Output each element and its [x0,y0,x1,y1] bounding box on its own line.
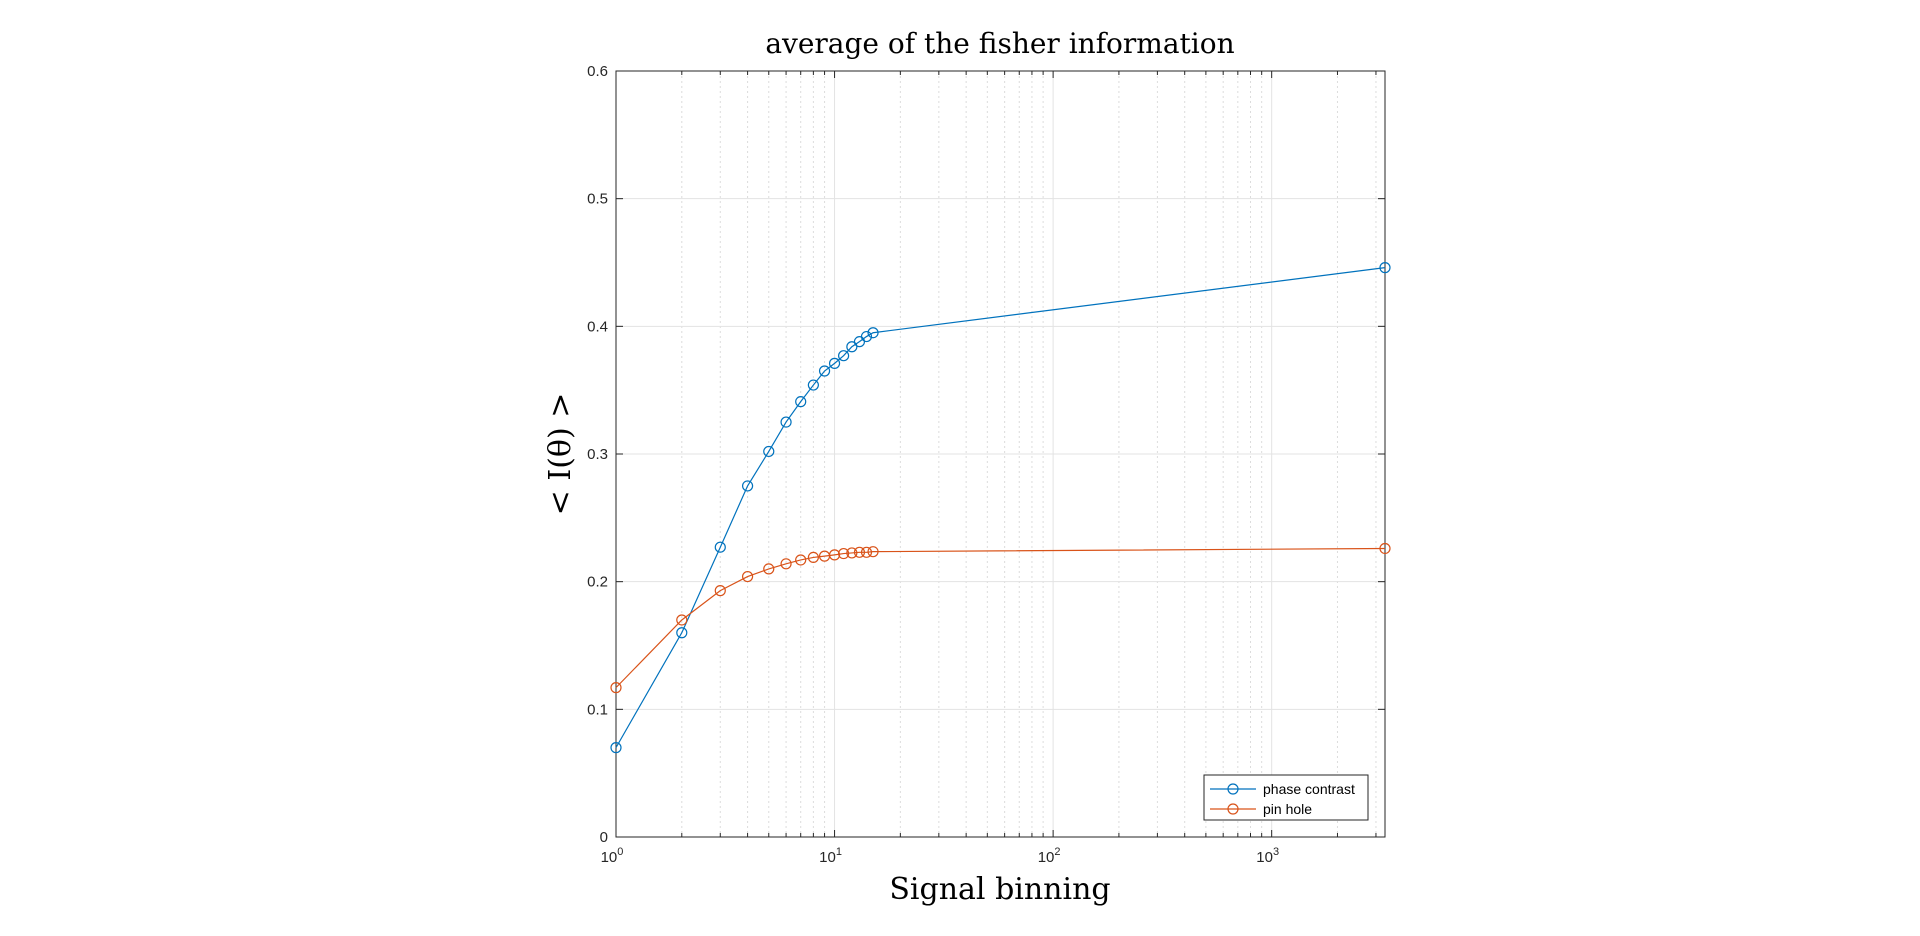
y-tick-label: 0.3 [587,446,608,463]
data-point [780,416,792,428]
legend-label-pin-hole: pin hole [1263,801,1312,817]
tick-labels: 100 101 102 103 0 0.1 0.2 0.3 0.4 0.5 0.6 [587,63,1279,866]
series-layer [610,262,1391,754]
data-point [867,546,879,558]
data-point [860,546,873,558]
data-point [741,480,754,492]
data-point [838,547,850,560]
y-tick-label: 0.2 [587,574,608,591]
data-point [828,549,841,561]
legend-marker-pin-hole [1227,803,1239,815]
data-point [1379,542,1391,555]
data-point [741,570,754,583]
x-tick-label: 100 [601,846,624,866]
y-tick-label: 0.6 [587,63,608,80]
y-tick-label: 0.4 [587,318,608,335]
legend-box [1203,774,1369,821]
x-tick-label: 103 [1256,846,1279,866]
series-line [615,267,1386,748]
x-axis-label: Signal binning [889,872,1110,907]
chart-title: average of the fisher information [765,27,1234,60]
data-point [838,350,850,362]
data-point [610,682,622,694]
data-point [807,551,819,564]
series-line [615,547,1386,689]
data-point [846,547,858,559]
y-tick-label: 0.1 [587,701,608,718]
data-point [780,558,792,570]
legend-label-phase-contrast: phase contrast [1263,781,1355,797]
legend-marker-phase-contrast [1227,783,1239,795]
data-point [763,445,775,458]
legend: phase contrast pin hole [1203,774,1369,821]
data-point [818,365,831,377]
axes [615,70,1386,838]
data-point [860,330,873,343]
data-point [807,379,819,391]
x-tick-label: 102 [1038,846,1061,866]
data-point [828,357,841,369]
x-tick-label: 101 [819,846,842,866]
data-point [763,563,775,575]
data-point [714,585,726,597]
data-point [714,541,726,553]
data-point [867,327,879,339]
data-point [1379,262,1391,274]
data-point [853,546,866,558]
data-point [676,627,688,639]
y-tick-label: 0.5 [587,191,608,208]
data-point [795,396,807,408]
y-tick-label: 0 [600,829,608,846]
y-axis-label: < I(θ) > [543,393,578,516]
data-point [846,341,858,353]
data-point [610,742,622,754]
data-point [676,614,688,626]
data-point [795,554,807,566]
